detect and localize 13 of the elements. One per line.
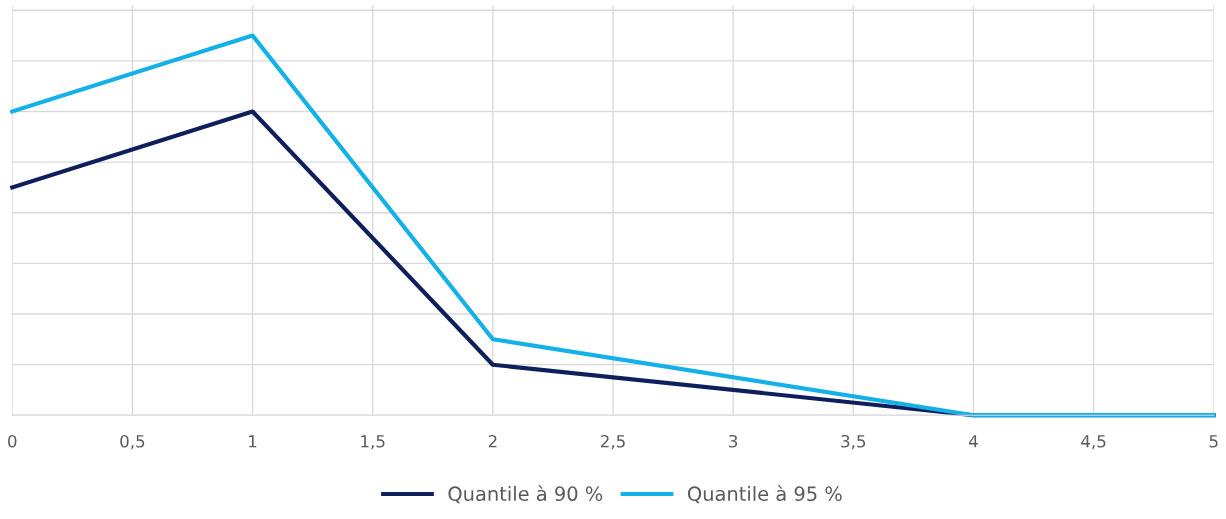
x-tick-label: 5	[1209, 435, 1218, 448]
x-tick-label: 0	[8, 434, 17, 448]
x-tick-label: 2,5	[600, 434, 625, 450]
x-tick-label: 3,5	[841, 434, 866, 450]
x-tick-label: 2	[488, 434, 497, 448]
x-tick-label: 4,5	[1081, 435, 1106, 450]
x-tick-label: 0,5	[120, 434, 145, 450]
legend-label: Quantile à 95 %	[687, 485, 842, 504]
x-tick-label: 4	[968, 435, 978, 448]
legend-label: Quantile à 90 %	[448, 485, 603, 504]
x-tick-label: 3	[729, 434, 738, 448]
x-tick-label: 1,5	[361, 435, 385, 450]
x-tick-label: 1	[249, 435, 257, 448]
